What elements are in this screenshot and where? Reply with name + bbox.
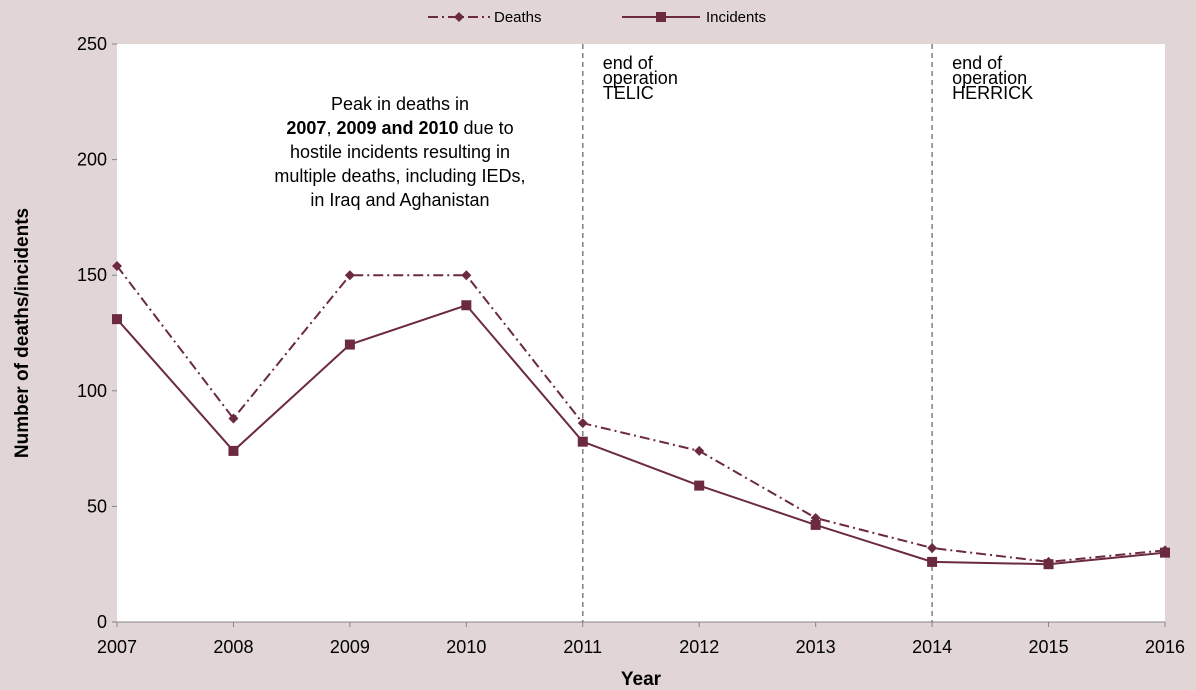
y-tick-label: 150: [77, 265, 107, 285]
annotation-segment: in Iraq and Aghanistan: [310, 190, 489, 210]
x-tick-label: 2007: [97, 637, 137, 657]
annotation-line: Peak in deaths in: [331, 94, 469, 114]
data-point-incidents: [112, 314, 122, 325]
data-point-incidents: [344, 339, 355, 350]
data-point-incidents: [927, 556, 938, 567]
data-point-deaths: [228, 413, 239, 424]
annotation-segment: 2009 and 2010: [336, 118, 458, 138]
annotation-segment: 2007: [286, 118, 326, 138]
data-point-incidents: [577, 436, 588, 447]
annotation-line: in Iraq and Aghanistan: [310, 190, 489, 210]
data-point-incidents: [461, 300, 472, 311]
x-tick-label: 2014: [912, 637, 952, 657]
series-line-deaths: [116, 265, 1166, 563]
reference-line-label: TELIC: [603, 83, 654, 103]
data-point-incidents: [810, 519, 821, 530]
legend-marker: [454, 12, 464, 22]
data-point-incidents: [228, 445, 239, 456]
reference-line-label: end of: [952, 53, 1003, 73]
annotation-line: hostile incidents resulting in: [290, 142, 510, 162]
y-tick-label: 0: [97, 612, 107, 632]
legend: Deaths Incidents: [428, 9, 766, 26]
annotation-segment: due to: [459, 118, 514, 138]
data-point-deaths: [577, 418, 588, 429]
reference-line-label: operation: [603, 68, 678, 88]
data-point-incidents: [1160, 547, 1170, 558]
y-tick-label: 200: [77, 150, 107, 170]
y-tick-label: 250: [77, 34, 107, 54]
reference-line-label: operation: [952, 68, 1027, 88]
y-tick-label: 100: [77, 381, 107, 401]
legend-label: Deaths: [494, 9, 542, 26]
x-tick-label: 2008: [213, 637, 253, 657]
annotation-segment: ,: [326, 118, 336, 138]
annotation-segment: Peak in deaths in: [331, 94, 469, 114]
data-point-deaths: [112, 260, 122, 271]
data-point-deaths: [927, 543, 938, 554]
legend-marker: [656, 12, 666, 22]
x-tick-label: 2012: [679, 637, 719, 657]
x-tick-label: 2016: [1145, 637, 1185, 657]
annotation-segment: hostile incidents resulting in: [290, 142, 510, 162]
x-axis-title: Year: [621, 669, 662, 690]
legend-label: Incidents: [706, 9, 766, 26]
data-point-incidents: [1043, 559, 1054, 570]
data-point-deaths: [344, 270, 355, 281]
x-tick-label: 2011: [563, 637, 602, 657]
data-point-deaths: [461, 270, 472, 281]
data-point-deaths: [694, 445, 705, 456]
reference-line-label: end of: [603, 53, 654, 73]
reference-line-label: HERRICK: [952, 83, 1033, 103]
y-axis-title: Number of deaths/incidents: [12, 208, 33, 458]
x-tick-label: 2013: [796, 637, 836, 657]
y-tick-label: 50: [87, 496, 107, 516]
annotation-line: multiple deaths, including IEDs,: [274, 166, 525, 186]
data-point-incidents: [694, 480, 705, 491]
annotation-line: 2007, 2009 and 2010 due to: [286, 118, 513, 138]
x-tick-label: 2009: [330, 637, 370, 657]
annotation-segment: multiple deaths, including IEDs,: [274, 166, 525, 186]
plot-area: [117, 44, 1165, 622]
x-tick-label: 2010: [446, 637, 486, 657]
series-line-incidents: [116, 304, 1166, 566]
x-tick-label: 2015: [1029, 637, 1069, 657]
